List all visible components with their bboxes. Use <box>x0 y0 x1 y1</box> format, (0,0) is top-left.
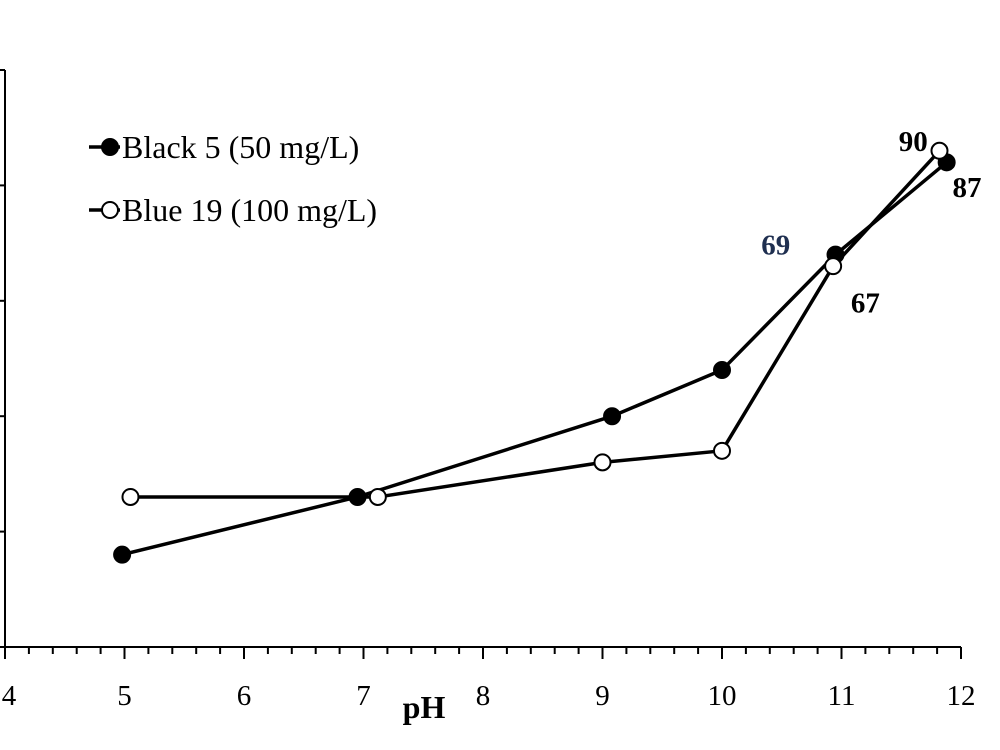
x-tick-label: 10 <box>708 680 737 712</box>
x-tick-label: 12 <box>947 680 976 712</box>
legend: Black 5 (50 mg/L) Blue 19 (100 mg/L) <box>89 129 377 228</box>
series-2-point <box>593 453 612 472</box>
x-tick-label: 8 <box>476 680 491 712</box>
series-line-1 <box>121 160 948 557</box>
x-axis-title: pH <box>403 689 446 725</box>
series-2-point <box>121 487 140 506</box>
data-label: 67 <box>851 287 880 319</box>
data-label: 87 <box>952 172 981 204</box>
legend-marker <box>101 201 119 219</box>
legend-marker <box>101 138 119 156</box>
series-1-point <box>603 407 622 426</box>
series-2-point <box>368 487 387 506</box>
x-tick-label: 11 <box>828 680 856 712</box>
legend-label: Blue 19 (100 mg/L) <box>122 192 377 228</box>
series-2-point <box>824 257 843 276</box>
x-tick-label: 4 <box>2 680 17 712</box>
series-line-2 <box>130 149 941 499</box>
series-1-point <box>348 487 367 506</box>
series-1-point <box>113 545 132 564</box>
series-layer <box>113 141 956 564</box>
x-tick-label: 6 <box>237 680 252 712</box>
series-1-point <box>713 361 731 380</box>
series-2-point <box>930 141 949 160</box>
x-tick-label: 5 <box>117 680 132 712</box>
data-label: 69 <box>761 230 790 262</box>
x-tick-label: 7 <box>356 680 371 712</box>
labels-layer: 90 87 69 67 <box>761 126 981 320</box>
x-tick-label: 9 <box>595 680 610 712</box>
legend-label: Black 5 (50 mg/L) <box>122 129 359 165</box>
series-2-point <box>713 441 731 460</box>
data-label: 90 <box>899 126 928 158</box>
